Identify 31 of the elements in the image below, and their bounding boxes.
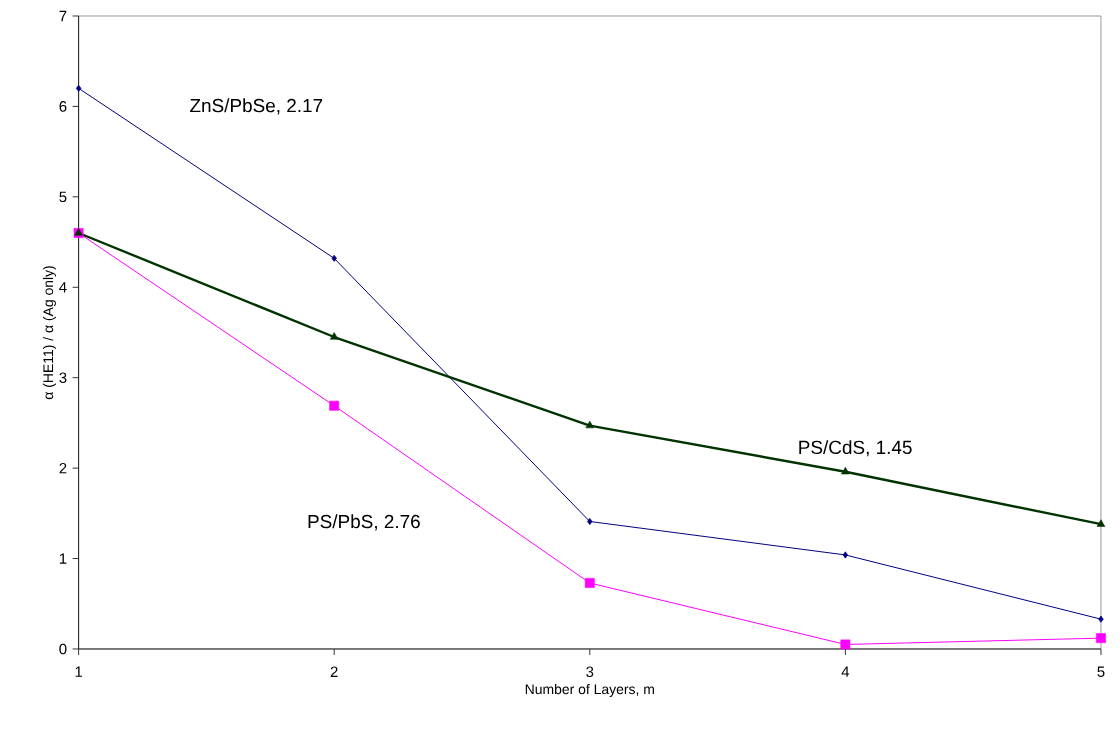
- text: PS/PbS, 2.76: [308, 514, 420, 531]
- x-tick-label: 4: [841, 666, 850, 677]
- y-tick-label: 4: [59, 282, 67, 293]
- point: [331, 254, 337, 262]
- y-tick-label: 0: [59, 643, 67, 655]
- y-tick-label: 6: [59, 101, 67, 112]
- point: [1096, 519, 1106, 527]
- x-axis-title: Number of Layers, m: [525, 683, 654, 697]
- point: [587, 517, 593, 525]
- point: [585, 420, 594, 429]
- point: [329, 400, 340, 411]
- point: [1096, 633, 1106, 644]
- y-tick-label: 5: [59, 191, 67, 203]
- series-label: PS/CdS, 1.45: [799, 440, 912, 457]
- point: [584, 578, 595, 588]
- point: [841, 466, 850, 475]
- point: [842, 551, 849, 559]
- point: [330, 332, 339, 340]
- point: [1098, 615, 1104, 623]
- x-tick-label: 5: [1097, 666, 1105, 677]
- x-tick-label: 1: [75, 666, 83, 677]
- y-axis-title: α (HE11) / α (Ag only): [42, 266, 56, 400]
- y-tick-label: 3: [59, 372, 67, 383]
- y-tick-label: 7: [59, 10, 67, 22]
- point: [75, 84, 82, 92]
- y-tick-label: 2: [59, 462, 67, 474]
- x-tick-label: 2: [330, 666, 338, 677]
- point: [840, 639, 851, 650]
- text: ZnS/PbSe, 2.17: [190, 98, 323, 115]
- y-tick-label: 1: [59, 553, 67, 564]
- x-tick-label: 3: [586, 666, 594, 678]
